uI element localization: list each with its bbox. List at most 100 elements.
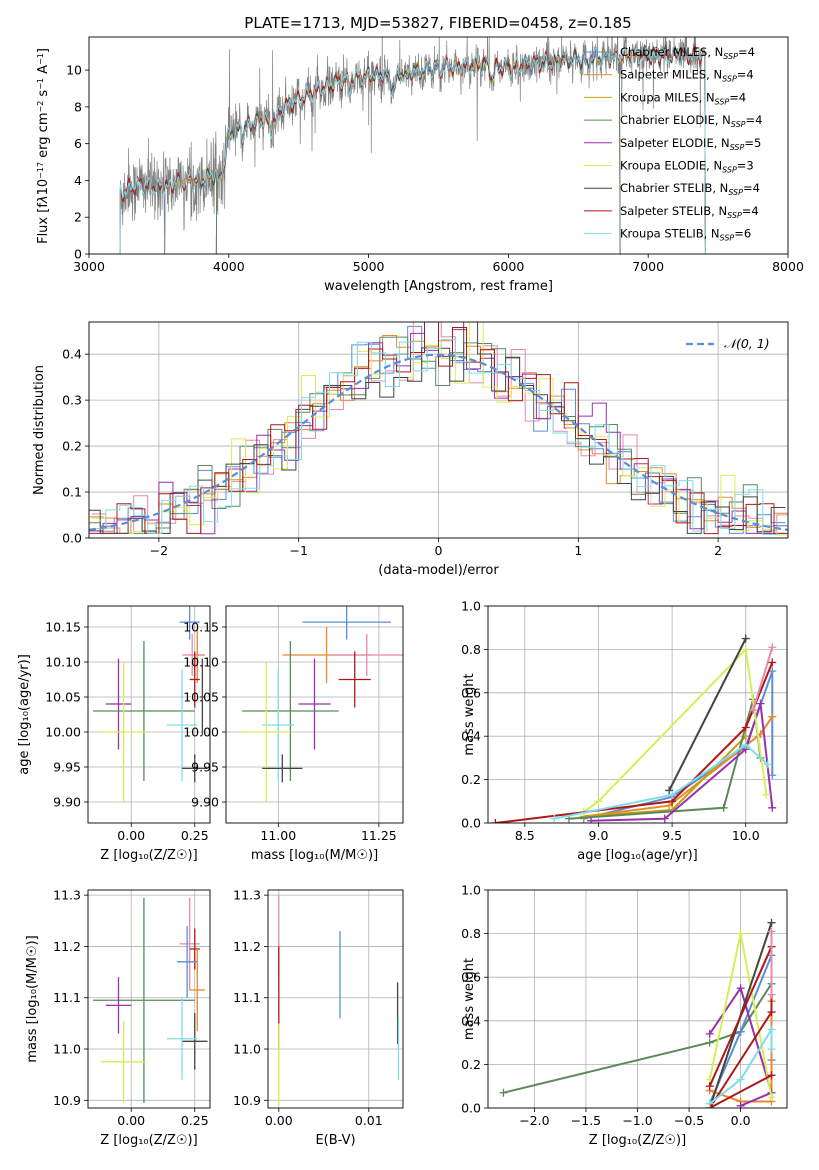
weight_vs_Z-xtick-label: 0.0 bbox=[731, 1113, 751, 1128]
age_vs_Z-xtick-label: 0.00 bbox=[117, 828, 145, 843]
weight_vs_age-xtick-label: 9.0 bbox=[589, 828, 609, 843]
spectrum-legend-label: Chabrier ELODIE, NSSP=4 bbox=[620, 113, 762, 129]
mass_vs_Z-ytick-label: 10.9 bbox=[53, 1093, 81, 1108]
mass_vs_Z-ytick-label: 11.2 bbox=[53, 939, 81, 954]
spectrum-xtick-label: 6000 bbox=[492, 259, 524, 274]
mass_vs_EBV-ytick-label: 10.9 bbox=[233, 1093, 261, 1108]
spectrum-xtick-label: 8000 bbox=[772, 259, 804, 274]
spectrum-legend-label: Chabrier MILES, NSSP=4 bbox=[620, 45, 755, 61]
spectrum-legend-label: Kroupa ELODIE, NSSP=3 bbox=[620, 159, 754, 175]
hist-chabrier_stelib bbox=[89, 322, 786, 534]
mass_vs_Z-xtick-label: 0.00 bbox=[117, 1113, 145, 1128]
weight_vs_age-series-line bbox=[668, 638, 747, 791]
weight_vs_Z-point-marker bbox=[705, 1082, 714, 1091]
spectrum-panel: 3000 4000 5000 6000 7000 8000 0 2 4 6 8 10 wavelengt… bbox=[36, 36, 804, 294]
weight_vs_age-point-marker bbox=[665, 801, 674, 810]
age_vs_mass-panel: 11.00 11.25 9.90 9.95 10.00 10.05 10.10 10.15 ma… bbox=[183, 605, 404, 863]
weight_vs_age-point-marker bbox=[768, 712, 777, 721]
weight_vs_age-point-marker bbox=[665, 786, 674, 795]
weight_vs_Z-point-marker bbox=[736, 984, 745, 993]
spectrum-ytick-label: 2 bbox=[74, 210, 82, 225]
weight_vs_age-ytick-label: 1.0 bbox=[461, 599, 481, 614]
hist-kroupa_elodie bbox=[91, 322, 788, 536]
age_vs_mass-ytick-label: 10.10 bbox=[183, 655, 219, 670]
weight_vs_age-point-marker bbox=[768, 803, 777, 812]
residuals-xtick-label: 2 bbox=[714, 543, 722, 558]
mass_vs_EBV-panel: 0.00 0.01 10.9 11.0 11.1 11.2 11.3 E(B-V) bbox=[233, 888, 404, 1148]
residuals-plot-area bbox=[89, 322, 788, 538]
weight_vs_age-plot-area bbox=[488, 606, 787, 823]
weight_vs_Z-point-marker bbox=[767, 1093, 776, 1102]
weight_vs_Z-ytick-label: 0.2 bbox=[461, 1057, 481, 1072]
weight_vs_Z-ytick-label: 0.0 bbox=[461, 1101, 481, 1116]
spectrum-plot-area bbox=[119, 37, 706, 254]
mass_vs_EBV-xtick-label: 0.01 bbox=[355, 1113, 383, 1128]
weight_vs_Z-point-marker bbox=[705, 1099, 714, 1108]
weight_vs_Z-point-marker bbox=[767, 1025, 776, 1034]
spectrum-ytick-label: 0 bbox=[74, 247, 82, 262]
age_vs_Z-xlabel: Z [log₁₀(Z/Z☉)] bbox=[100, 848, 197, 863]
weight_vs_Z-point-marker bbox=[767, 1071, 776, 1080]
age_vs_Z-plot-area bbox=[88, 606, 210, 823]
spectrum-legend-label: Salpeter ELODIE, NSSP=5 bbox=[620, 136, 761, 152]
residuals-ytick-label: 0.3 bbox=[62, 393, 82, 408]
spectrum-model-kroupa_elodie bbox=[215, 48, 621, 254]
spectrum-xtick-label: 3000 bbox=[73, 259, 105, 274]
weight_vs_age-point-marker bbox=[762, 790, 771, 799]
weight_vs_Z-point-marker bbox=[736, 1101, 745, 1108]
spectrum-ytick-label: 8 bbox=[74, 99, 82, 114]
age_vs_mass-xtick-label: 11.00 bbox=[260, 828, 296, 843]
weight_vs_age-point-marker bbox=[594, 797, 603, 806]
weight_vs_age-ytick-label: 0.8 bbox=[461, 642, 481, 657]
weight_vs_age-point-marker bbox=[550, 814, 559, 823]
mass_vs_Z-ylabel: mass [log₁₀(M/M☉)] bbox=[25, 935, 40, 1062]
mass_vs_EBV-plot-area bbox=[268, 890, 403, 1108]
hist-kroupa_stelib bbox=[91, 338, 788, 535]
weight_vs_Z-ytick-label: 0.4 bbox=[461, 1013, 481, 1028]
spectrum-legend-label: Salpeter MILES, NSSP=4 bbox=[620, 68, 754, 84]
weight_vs_age-xtick-label: 8.5 bbox=[515, 828, 535, 843]
age_vs_mass-ytick-label: 9.95 bbox=[191, 760, 219, 775]
hist-salpeter_stelib bbox=[89, 322, 788, 535]
residuals-ytick-label: 0.0 bbox=[62, 531, 82, 546]
weight_vs_Z-series-line bbox=[709, 1025, 773, 1105]
weight_vs_Z-point-marker bbox=[767, 918, 776, 927]
spectrum-data-line bbox=[119, 37, 702, 254]
weight_vs_age-ytick-label: 0.2 bbox=[461, 772, 481, 787]
mass_vs_Z-xtick-label: 0.25 bbox=[181, 1113, 209, 1128]
weight_vs_Z-point-marker bbox=[736, 929, 745, 938]
weight_vs_age-point-marker bbox=[749, 706, 758, 715]
age_vs_mass-ytick-label: 10.05 bbox=[183, 690, 219, 705]
weight_vs_age-point-marker bbox=[768, 658, 777, 667]
spectrum-xtick-label: 7000 bbox=[632, 259, 664, 274]
age_vs_Z-ylabel: age [log₁₀(age/yr)] bbox=[17, 654, 32, 775]
weight_vs_Z-panel: −2.0 −1.5 −1.0 −0.5 0.0 0.0 0.2 0.4 0.6 0.8 1.0 Z [… bbox=[461, 883, 788, 1148]
weight_vs_Z-plot-area bbox=[488, 890, 787, 1108]
residuals-xtick-label: −1 bbox=[289, 543, 307, 558]
weight_vs_age-frame bbox=[487, 605, 788, 824]
weight_vs_Z-point-marker bbox=[736, 1075, 745, 1084]
spectrum-legend-label: Salpeter STELIB, NSSP=4 bbox=[620, 204, 759, 220]
weight_vs_Z-ytick-label: 1.0 bbox=[461, 883, 481, 898]
weight_vs_age-panel: 8.5 9.0 9.5 10.0 0.0 0.2 0.4 0.6 0.8 1.0 age [log₁… bbox=[461, 599, 788, 863]
spectrum-xtick-label: 5000 bbox=[353, 259, 385, 274]
weight_vs_age-ytick-label: 0.0 bbox=[461, 816, 481, 831]
weight_vs_age-series-line bbox=[583, 716, 774, 818]
age_vs_Z-frame bbox=[87, 605, 211, 824]
weight_vs_Z-point-marker bbox=[767, 1045, 776, 1054]
weight_vs_Z-point-marker bbox=[705, 1038, 714, 1047]
mass_vs_Z-ytick-label: 11.3 bbox=[53, 888, 81, 903]
figure-title: PLATE=1713, MJD=53827, FIBERID=0458, z=0… bbox=[244, 14, 631, 32]
hist-chabrier_elodie bbox=[89, 336, 786, 534]
weight_vs_age-series-line bbox=[583, 647, 768, 813]
spectrum-ytick-label: 6 bbox=[74, 136, 82, 151]
age_vs_Z-ytick-label: 10.05 bbox=[45, 690, 81, 705]
spectrum-model-chabrier_elodie bbox=[215, 47, 621, 254]
age_vs_mass-plot-area bbox=[226, 606, 403, 823]
weight_vs_age-point-marker bbox=[660, 814, 669, 823]
mass_vs_Z-frame bbox=[87, 889, 211, 1109]
age_vs_Z-ytick-label: 10.10 bbox=[45, 655, 81, 670]
weight_vs_age-series-line bbox=[752, 646, 774, 711]
weight_vs_age-series-line bbox=[554, 743, 769, 820]
weight_vs_age-point-marker bbox=[587, 816, 596, 823]
